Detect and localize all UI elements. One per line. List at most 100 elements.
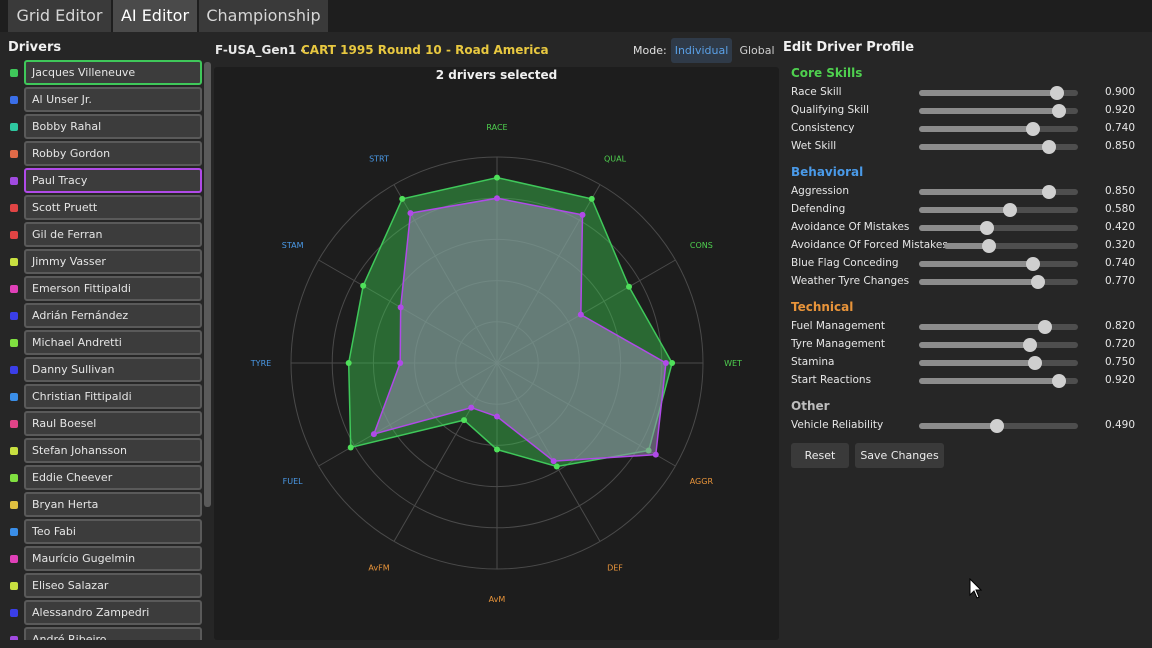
stat-value: 0.420 bbox=[1104, 221, 1135, 233]
stat-slider-fill bbox=[919, 189, 1050, 195]
stat-slider-fill bbox=[919, 423, 998, 429]
driver-color-swatch bbox=[10, 582, 18, 590]
driver-button[interactable]: Christian Fittipaldi bbox=[24, 384, 202, 409]
driver-button[interactable]: Gil de Ferran bbox=[24, 222, 202, 247]
driver-row: Bryan Herta bbox=[0, 492, 212, 519]
stat-slider[interactable] bbox=[919, 221, 1078, 235]
stat-label: Weather Tyre Changes bbox=[791, 275, 910, 287]
mode-individual-button[interactable]: Individual bbox=[671, 38, 732, 63]
stat-slider[interactable] bbox=[944, 239, 1078, 253]
driver-color-swatch bbox=[10, 312, 18, 320]
driver-button[interactable]: Stefan Johansson bbox=[24, 438, 202, 463]
stat-slider-knob[interactable] bbox=[1023, 338, 1038, 352]
stat-slider[interactable] bbox=[919, 140, 1078, 154]
stat-slider[interactable] bbox=[919, 104, 1078, 118]
stat-label: Aggression bbox=[791, 185, 849, 197]
tab-grid-editor[interactable]: Grid Editor bbox=[8, 0, 111, 32]
radar-chart: RACE QUAL CONS WET AGGR DEF AvM AvFM FUEL TYRE STA… bbox=[250, 123, 742, 604]
stat-slider[interactable] bbox=[919, 356, 1078, 370]
stat-value: 0.490 bbox=[1104, 419, 1135, 431]
save-changes-button[interactable]: Save Changes bbox=[855, 443, 944, 468]
driver-button[interactable]: Michael Andretti bbox=[24, 330, 202, 355]
driver-color-swatch bbox=[10, 285, 18, 293]
stat-label: Vehicle Reliability bbox=[791, 419, 884, 431]
stat-slider[interactable] bbox=[919, 374, 1078, 388]
driver-button[interactable]: Eliseo Salazar bbox=[24, 573, 202, 598]
stat-slider[interactable] bbox=[919, 275, 1078, 289]
stat-slider-knob[interactable] bbox=[1052, 374, 1067, 388]
driver-color-swatch bbox=[10, 150, 18, 158]
driver-button[interactable]: Alessandro Zampedri bbox=[24, 600, 202, 625]
stat-slider[interactable] bbox=[919, 338, 1078, 352]
driver-button[interactable]: Emerson Fittipaldi bbox=[24, 276, 202, 301]
stat-slider-knob[interactable] bbox=[990, 419, 1005, 433]
stat-slider-knob[interactable] bbox=[979, 221, 994, 235]
series-point bbox=[345, 360, 352, 366]
driver-color-swatch bbox=[10, 501, 18, 509]
driver-color-swatch bbox=[10, 204, 18, 212]
driver-button[interactable]: Jacques Villeneuve bbox=[24, 60, 202, 85]
stat-label: Race Skill bbox=[791, 86, 842, 98]
driver-button[interactable]: Bobby Rahal bbox=[24, 114, 202, 139]
reset-button[interactable]: Reset bbox=[791, 443, 849, 468]
stat-label: Tyre Management bbox=[791, 338, 886, 350]
stat-label: Qualifying Skill bbox=[791, 104, 869, 116]
driver-button[interactable]: Al Unser Jr. bbox=[24, 87, 202, 112]
driver-row: Danny Sullivan bbox=[0, 357, 212, 384]
stat-slider[interactable] bbox=[919, 86, 1078, 100]
stat-slider[interactable] bbox=[919, 185, 1078, 199]
driver-button[interactable]: Jimmy Vasser bbox=[24, 249, 202, 274]
driver-button[interactable]: Raul Boesel bbox=[24, 411, 202, 436]
driver-color-swatch bbox=[10, 474, 18, 482]
stat-slider-knob[interactable] bbox=[1049, 86, 1064, 100]
tab-ai-editor[interactable]: AI Editor bbox=[113, 0, 197, 32]
stat-slider-knob[interactable] bbox=[1052, 104, 1067, 118]
stat-slider-fill bbox=[919, 378, 1060, 384]
driver-button[interactable]: Scott Pruett bbox=[24, 195, 202, 220]
driver-color-swatch bbox=[10, 366, 18, 374]
tab-championship[interactable]: Championship bbox=[199, 0, 328, 32]
stat-slider-knob[interactable] bbox=[1003, 203, 1018, 217]
stat-slider[interactable] bbox=[919, 257, 1078, 271]
driver-color-swatch bbox=[10, 231, 18, 239]
stat-slider[interactable] bbox=[919, 419, 1078, 433]
series-point bbox=[669, 360, 676, 366]
stat-slider-knob[interactable] bbox=[1030, 275, 1045, 289]
stat-slider[interactable] bbox=[919, 320, 1078, 334]
driver-row: Eddie Cheever bbox=[0, 465, 212, 492]
driver-row: Jimmy Vasser bbox=[0, 249, 212, 276]
driver-row: Teo Fabi bbox=[0, 519, 212, 546]
series-point bbox=[461, 417, 468, 424]
stat-slider-fill bbox=[919, 342, 1031, 348]
stat-label: Stamina bbox=[791, 356, 835, 368]
driver-button[interactable]: Adrián Fernández bbox=[24, 303, 202, 328]
driver-button[interactable]: Maurício Gugelmin bbox=[24, 546, 202, 571]
driver-row: André Ribeiro bbox=[0, 627, 212, 640]
driver-button[interactable]: Robby Gordon bbox=[24, 141, 202, 166]
stat-slider-knob[interactable] bbox=[1037, 320, 1052, 334]
stat-slider-knob[interactable] bbox=[1026, 257, 1041, 271]
driver-button[interactable]: Teo Fabi bbox=[24, 519, 202, 544]
series-point bbox=[407, 210, 414, 217]
stat-slider[interactable] bbox=[919, 203, 1078, 217]
driver-button[interactable]: Eddie Cheever bbox=[24, 465, 202, 490]
stat-slider-knob[interactable] bbox=[1042, 185, 1057, 199]
series-point bbox=[468, 404, 475, 411]
section-title: Other bbox=[791, 399, 830, 413]
mode-label: Mode: bbox=[633, 44, 667, 57]
driver-button[interactable]: Paul Tracy bbox=[24, 168, 202, 193]
driver-button[interactable]: Danny Sullivan bbox=[24, 357, 202, 382]
driver-list-scrollbar[interactable] bbox=[204, 62, 211, 507]
driver-color-swatch bbox=[10, 609, 18, 617]
driver-button[interactable]: André Ribeiro bbox=[24, 627, 202, 640]
series-point bbox=[397, 360, 404, 366]
stat-slider[interactable] bbox=[919, 122, 1078, 136]
stat-slider-knob[interactable] bbox=[1026, 122, 1041, 136]
mode-global-button[interactable]: Global bbox=[739, 44, 775, 57]
stat-slider-knob[interactable] bbox=[982, 239, 997, 253]
driver-button[interactable]: Bryan Herta bbox=[24, 492, 202, 517]
stat-slider-knob[interactable] bbox=[1027, 356, 1042, 370]
axis-label: DEF bbox=[607, 563, 623, 572]
series-point bbox=[494, 174, 500, 181]
stat-slider-knob[interactable] bbox=[1042, 140, 1057, 154]
